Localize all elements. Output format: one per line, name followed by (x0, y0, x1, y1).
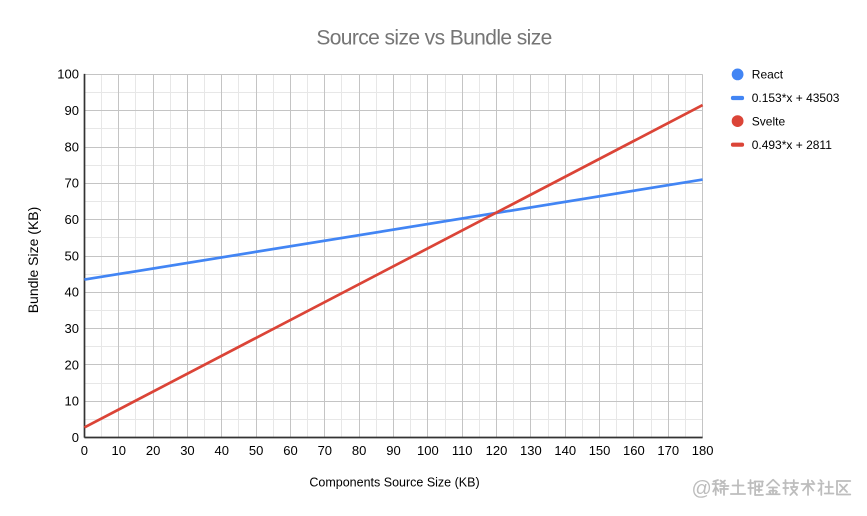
svg-text:70: 70 (318, 443, 332, 458)
svg-text:50: 50 (65, 248, 79, 263)
svg-text:@: @ (692, 478, 712, 500)
svg-text:140: 140 (554, 443, 576, 458)
svg-text:10: 10 (112, 443, 126, 458)
svg-text:0: 0 (72, 430, 79, 445)
svg-text:80: 80 (352, 443, 366, 458)
svg-text:React: React (752, 68, 784, 82)
svg-text:30: 30 (180, 443, 194, 458)
svg-text:0: 0 (81, 443, 88, 458)
svg-text:100: 100 (57, 67, 79, 82)
svg-text:130: 130 (520, 443, 542, 458)
svg-text:0.153*x + 43503: 0.153*x + 43503 (752, 91, 840, 105)
svg-text:0.493*x + 2811: 0.493*x + 2811 (752, 138, 833, 152)
svg-text:20: 20 (65, 357, 79, 372)
svg-text:110: 110 (452, 443, 473, 458)
svg-text:180: 180 (692, 443, 714, 458)
svg-text:Source size vs Bundle size: Source size vs Bundle size (316, 27, 551, 50)
svg-text:50: 50 (249, 443, 263, 458)
svg-text:Svelte: Svelte (752, 114, 786, 128)
svg-text:160: 160 (623, 443, 645, 458)
svg-text:60: 60 (283, 443, 297, 458)
svg-text:80: 80 (65, 139, 79, 154)
svg-text:120: 120 (486, 443, 508, 458)
svg-text:170: 170 (657, 443, 679, 458)
svg-text:70: 70 (65, 176, 79, 191)
svg-text:10: 10 (65, 394, 79, 409)
svg-text:Bundle Size (KB): Bundle Size (KB) (25, 207, 41, 314)
svg-text:100: 100 (417, 443, 439, 458)
svg-text:40: 40 (215, 443, 229, 458)
svg-text:Components Source Size (KB): Components Source Size (KB) (309, 475, 479, 489)
svg-text:90: 90 (65, 103, 79, 118)
svg-text:90: 90 (386, 443, 400, 458)
svg-text:60: 60 (65, 212, 79, 227)
svg-text:30: 30 (65, 321, 79, 336)
svg-text:20: 20 (146, 443, 160, 458)
svg-text:40: 40 (65, 285, 79, 300)
svg-text:150: 150 (589, 443, 611, 458)
